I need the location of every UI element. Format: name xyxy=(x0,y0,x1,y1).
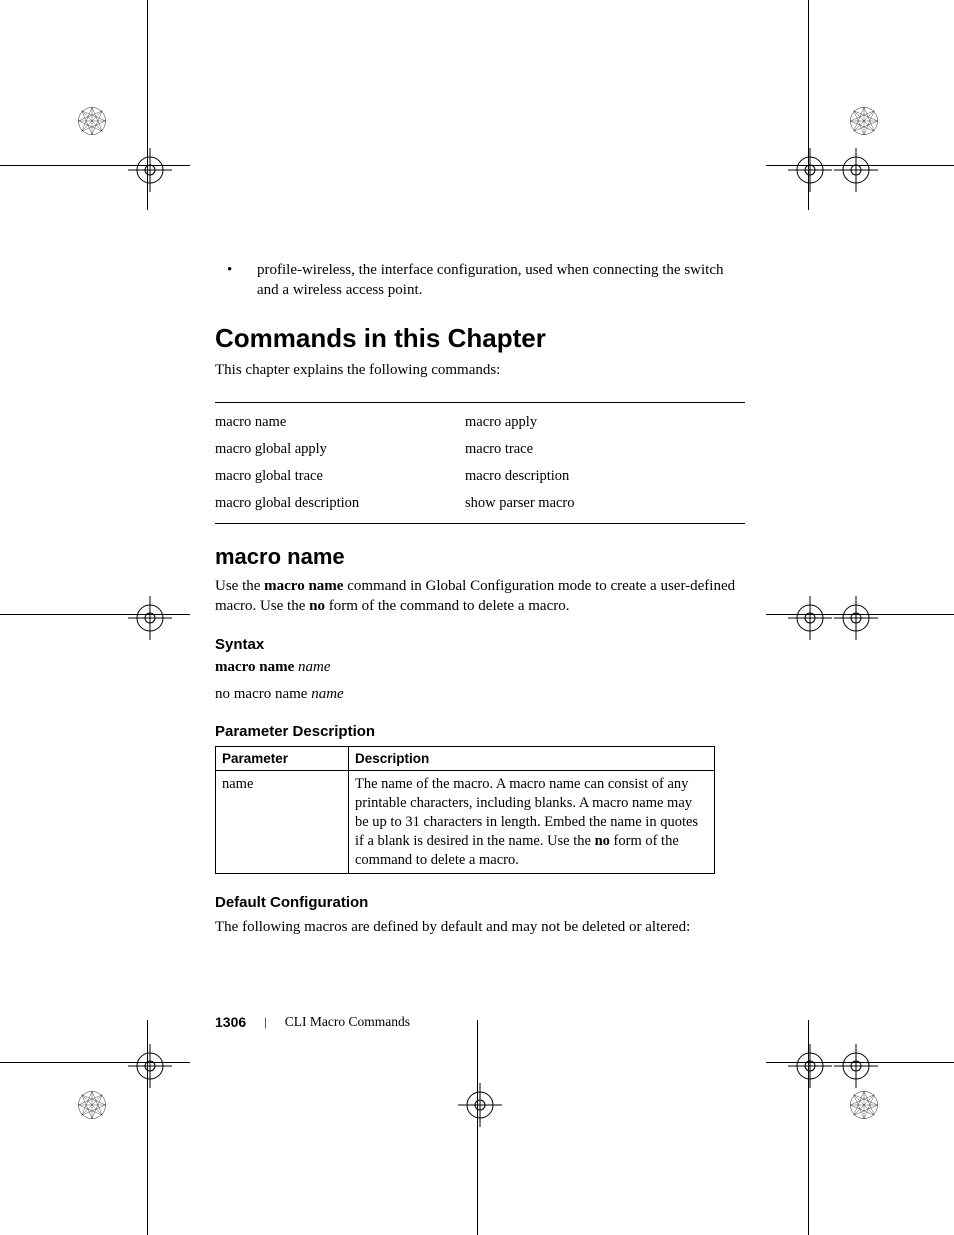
content-area: • profile-wireless, the interface config… xyxy=(215,260,745,938)
registration-mark-icon xyxy=(826,588,886,648)
syntax-bold: macro name xyxy=(215,659,294,675)
rosette-icon xyxy=(847,104,881,138)
text-bold: no xyxy=(595,833,610,849)
bullet-text: profile-wireless, the interface configur… xyxy=(257,260,745,301)
bullet-dot: • xyxy=(215,260,257,301)
table-row: name The name of the macro. A macro name… xyxy=(216,771,715,874)
registration-mark-icon xyxy=(120,140,180,200)
param-name: name xyxy=(216,771,349,874)
command-link[interactable]: macro global description xyxy=(215,495,465,512)
page: • profile-wireless, the interface config… xyxy=(0,0,954,1235)
section-heading: Commands in this Chapter xyxy=(215,323,745,354)
text: Use the xyxy=(215,578,264,594)
footer-title: CLI Macro Commands xyxy=(285,1014,410,1030)
command-link[interactable]: show parser macro xyxy=(465,495,715,512)
table-row: macro global apply macro trace xyxy=(215,436,745,463)
command-description: Use the macro name command in Global Con… xyxy=(215,576,745,617)
syntax-heading: Syntax xyxy=(215,636,745,653)
table-header-row: Parameter Description xyxy=(216,747,715,771)
page-footer: 1306 | CLI Macro Commands xyxy=(215,1014,410,1030)
parameter-heading: Parameter Description xyxy=(215,723,745,740)
default-config-heading: Default Configuration xyxy=(215,894,745,911)
footer-separator: | xyxy=(264,1014,267,1030)
commands-table: macro name macro apply macro global appl… xyxy=(215,402,745,524)
parameter-table: Parameter Description name The name of t… xyxy=(215,746,715,874)
section-intro: This chapter explains the following comm… xyxy=(215,360,745,380)
table-row: macro global description show parser mac… xyxy=(215,490,745,517)
command-heading: macro name xyxy=(215,544,745,570)
text: form of the command to delete a macro. xyxy=(325,598,570,614)
syntax-plain: no macro name xyxy=(215,686,311,702)
rosette-icon xyxy=(75,104,109,138)
syntax-line: no macro name name xyxy=(215,686,745,703)
registration-mark-icon xyxy=(120,1036,180,1096)
default-config-text: The following macros are defined by defa… xyxy=(215,917,745,937)
command-link[interactable]: macro trace xyxy=(465,441,715,458)
table-row: macro name macro apply xyxy=(215,409,745,436)
rosette-icon xyxy=(847,1088,881,1122)
command-link[interactable]: macro global trace xyxy=(215,468,465,485)
syntax-italic: name xyxy=(298,659,331,675)
registration-mark-icon xyxy=(120,588,180,648)
rosette-icon xyxy=(75,1088,109,1122)
registration-mark-icon xyxy=(450,1075,510,1135)
text-bold: no xyxy=(309,598,325,614)
command-link[interactable]: macro global apply xyxy=(215,441,465,458)
syntax-italic: name xyxy=(311,686,344,702)
command-link[interactable]: macro description xyxy=(465,468,715,485)
text-bold: macro name xyxy=(264,578,343,594)
registration-mark-icon xyxy=(826,140,886,200)
command-link[interactable]: macro name xyxy=(215,414,465,431)
table-header: Parameter xyxy=(216,747,349,771)
syntax-line: macro name name xyxy=(215,659,745,676)
registration-mark-icon xyxy=(826,1036,886,1096)
table-header: Description xyxy=(349,747,715,771)
param-desc: The name of the macro. A macro name can … xyxy=(349,771,715,874)
command-link[interactable]: macro apply xyxy=(465,414,715,431)
bullet-item: • profile-wireless, the interface config… xyxy=(215,260,745,301)
table-row: macro global trace macro description xyxy=(215,463,745,490)
page-number: 1306 xyxy=(215,1014,246,1030)
